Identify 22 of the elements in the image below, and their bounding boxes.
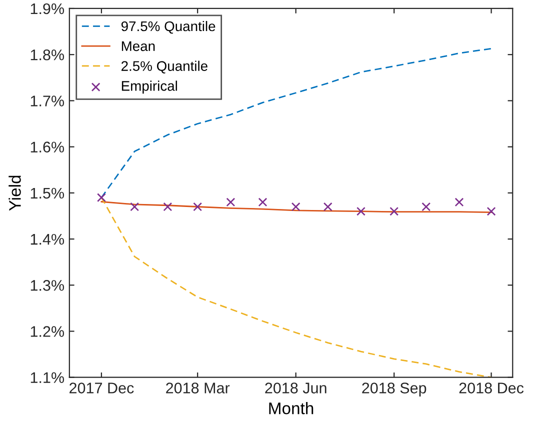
- y-tick-label: 1.1%: [30, 372, 64, 383]
- y-tick-label: 1.8%: [30, 49, 64, 60]
- line-series: [100, 196, 492, 378]
- y-tick-label: 1.6%: [30, 142, 64, 152]
- legend-label: 2.5% Quantile: [122, 60, 208, 74]
- y-axis-title: Yield: [8, 176, 21, 211]
- x-tick-label: 2018 Dec: [459, 382, 524, 394]
- x-tick-label: 2018 Sep: [362, 382, 426, 396]
- y-tick-label: 1.5%: [30, 188, 64, 199]
- legend-label: 97.5% Quantile: [121, 20, 216, 34]
- y-tick-label: 1.2%: [30, 326, 64, 337]
- x-axis-title: Month: [269, 402, 314, 414]
- y-tick-label: 1.4%: [30, 234, 64, 245]
- y-tick-label: 1.3%: [30, 280, 64, 291]
- y-tick-label: 1.7%: [30, 96, 64, 106]
- line-series: [100, 200, 492, 213]
- x-tick-label: 2018 Jun: [265, 382, 326, 394]
- y-tick-label: 1.9%: [30, 3, 64, 14]
- x-tick-label: 2018 Mar: [166, 382, 230, 394]
- legend-label: Empirical: [122, 80, 177, 94]
- x-tick-label: 2017 Dec: [70, 382, 134, 394]
- legend-label: Mean: [122, 41, 155, 52]
